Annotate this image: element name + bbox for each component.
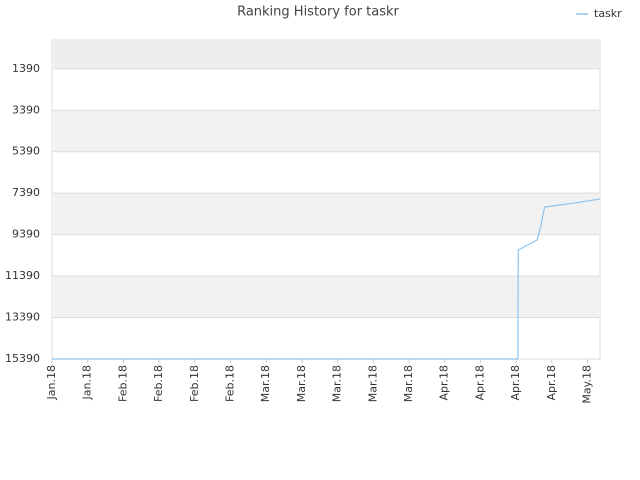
grid-band [52, 276, 600, 318]
y-tick-label: 1390 [12, 62, 40, 75]
grid-band [52, 193, 600, 235]
x-tick-label: Jan.18 [81, 365, 94, 400]
y-tick-label: 11390 [5, 269, 40, 282]
x-tick-label: May.18 [581, 365, 594, 404]
y-tick-label: 7390 [12, 186, 40, 199]
grid-band [52, 110, 600, 152]
x-tick-label: Apr.18 [545, 365, 558, 401]
x-tick-label: Feb.18 [152, 365, 165, 402]
legend-label: taskr [594, 7, 622, 20]
y-tick-label: 3390 [12, 103, 40, 116]
x-tick-label: Mar.18 [331, 365, 344, 402]
x-tick-label: Mar.18 [295, 365, 308, 402]
x-tick-label: Mar.18 [402, 365, 415, 402]
x-tick-label: Apr.18 [509, 365, 522, 401]
chart-title: Ranking History for taskr [237, 5, 399, 20]
y-tick-label: 13390 [5, 311, 40, 324]
x-tick-label: Apr.18 [438, 365, 451, 401]
x-tick-label: Feb.18 [188, 365, 201, 402]
x-tick-label: Mar.18 [259, 365, 272, 402]
grid-band [52, 40, 600, 69]
y-tick-label: 9390 [12, 228, 40, 241]
x-tick-label: Mar.18 [366, 365, 379, 402]
y-tick-label: 15390 [5, 352, 40, 365]
x-tick-label: Feb.18 [224, 365, 237, 402]
series-line [52, 198, 601, 360]
x-tick-label: Jan.18 [45, 365, 58, 400]
x-tick-label: Apr.18 [473, 365, 486, 401]
y-tick-label: 5390 [12, 145, 40, 158]
x-tick-label: Feb.18 [116, 365, 129, 402]
